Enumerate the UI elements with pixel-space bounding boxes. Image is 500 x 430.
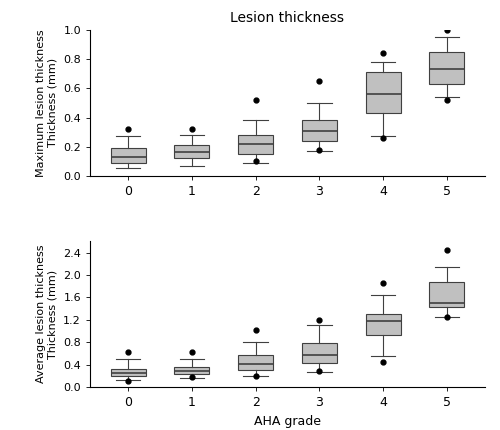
FancyBboxPatch shape bbox=[366, 314, 400, 335]
FancyBboxPatch shape bbox=[174, 367, 210, 374]
X-axis label: AHA grade: AHA grade bbox=[254, 415, 321, 427]
FancyBboxPatch shape bbox=[302, 343, 337, 363]
FancyBboxPatch shape bbox=[238, 135, 273, 154]
FancyBboxPatch shape bbox=[302, 120, 337, 141]
FancyBboxPatch shape bbox=[366, 72, 400, 113]
Y-axis label: Average lesion thickness
Thickness (mm): Average lesion thickness Thickness (mm) bbox=[36, 245, 58, 384]
FancyBboxPatch shape bbox=[174, 145, 210, 158]
Y-axis label: Maximum lesion thickness
Thickness (mm): Maximum lesion thickness Thickness (mm) bbox=[36, 29, 58, 177]
FancyBboxPatch shape bbox=[110, 148, 146, 163]
FancyBboxPatch shape bbox=[430, 282, 464, 307]
FancyBboxPatch shape bbox=[430, 52, 464, 84]
FancyBboxPatch shape bbox=[238, 354, 273, 370]
FancyBboxPatch shape bbox=[110, 369, 146, 376]
Title: Lesion thickness: Lesion thickness bbox=[230, 11, 344, 25]
